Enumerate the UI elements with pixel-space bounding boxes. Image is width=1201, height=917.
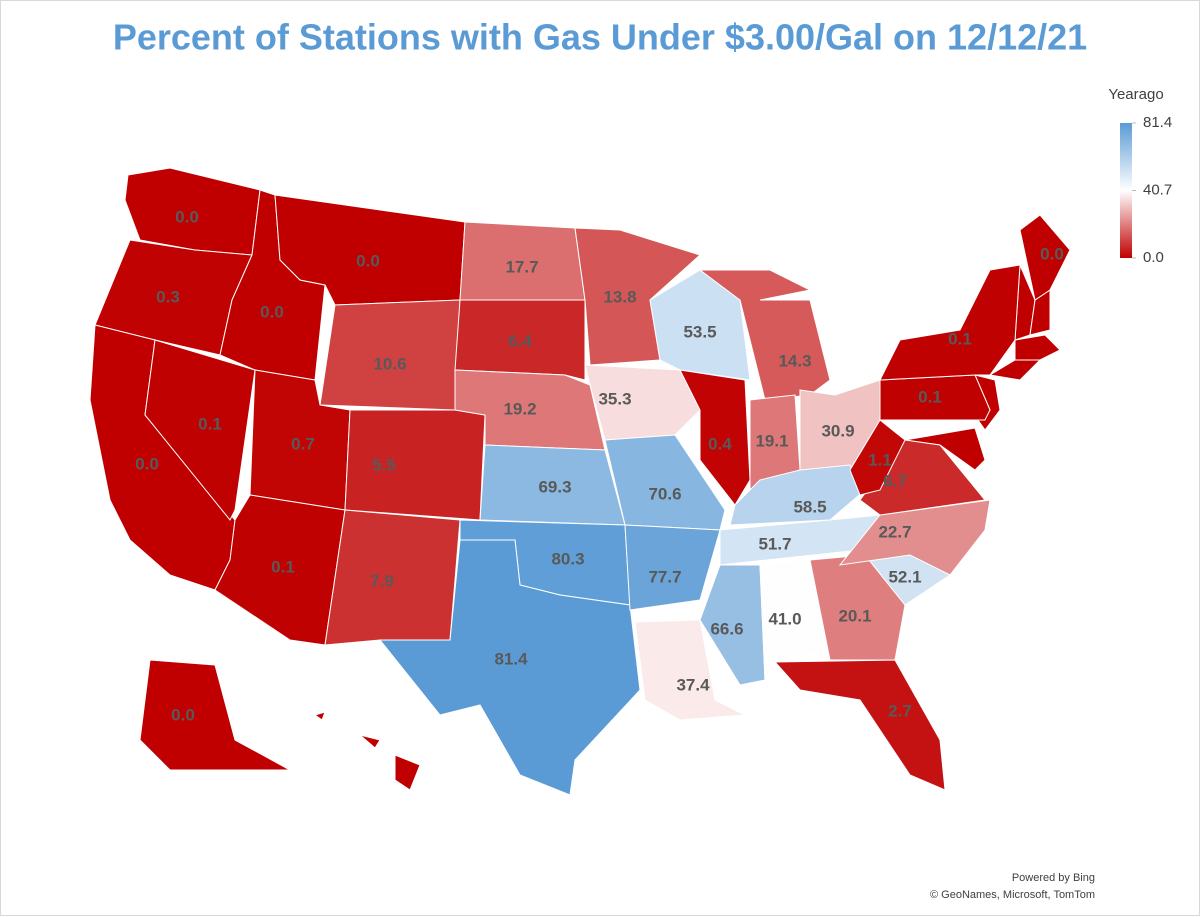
data-label: 52.1: [888, 567, 921, 586]
legend-ticks: 81.4 40.7 0.0: [1132, 114, 1172, 266]
data-label: 0.1: [918, 387, 942, 406]
region: [313, 711, 326, 721]
region: [454, 299, 586, 381]
data-label: 51.7: [758, 534, 791, 553]
data-label: 77.7: [648, 567, 681, 586]
region: [988, 359, 1042, 381]
chart-title: Percent of Stations with Gas Under $3.00…: [113, 17, 1087, 58]
data-label: 7.9: [370, 571, 394, 590]
data-label: 0.0: [260, 302, 284, 321]
region: [344, 409, 486, 521]
attribution: Powered by Bing: [1012, 872, 1095, 884]
region: [759, 559, 831, 682]
data-label: 69.3: [538, 477, 571, 496]
data-label: 19.1: [755, 431, 788, 450]
data-label: 0.4: [708, 434, 732, 453]
data-label: 58.5: [793, 497, 826, 516]
data-label: 1.1: [868, 450, 892, 469]
legend-colorbar: [1120, 123, 1132, 258]
data-label: 0.1: [271, 557, 295, 576]
region: [378, 539, 641, 796]
data-label: 0.7: [291, 434, 315, 453]
region: [698, 269, 831, 401]
region: [1019, 214, 1071, 301]
data-label: 53.5: [683, 322, 716, 341]
region: [699, 564, 766, 686]
data-label: 22.7: [878, 522, 911, 541]
data-label: 6.7: [883, 471, 907, 490]
data-label: 37.4: [676, 675, 710, 694]
legend-tick-label: 40.7: [1143, 181, 1172, 198]
regions: [89, 167, 1071, 796]
data-label: 0.0: [171, 705, 195, 724]
data-label: 2.7: [888, 701, 912, 720]
attribution: © GeoNames, Microsoft, TomTom: [930, 889, 1095, 901]
legend-tick-label: 0.0: [1143, 249, 1164, 266]
region: [394, 754, 421, 791]
data-label: 6.4: [508, 331, 532, 350]
region: [144, 339, 256, 521]
data-label: 30.9: [821, 421, 854, 440]
region: [624, 524, 721, 611]
data-label: 13.8: [603, 287, 636, 306]
data-label: 20.1: [838, 606, 871, 625]
data-label: 70.6: [648, 484, 681, 503]
data-label: 66.6: [710, 619, 743, 638]
legend-title: Yearago: [1108, 86, 1163, 103]
value-labels: 0.0 0.3 0.0 0.0 0.1 0.0 10.6 0.7 0.1 5.5 7.9 17.7 6.…: [135, 207, 1064, 724]
unlabeled-regions: [313, 264, 1061, 791]
data-label: 0.1: [198, 414, 222, 433]
data-label: 0.0: [175, 207, 199, 226]
data-label: 19.2: [503, 399, 536, 418]
data-label: 80.3: [551, 549, 584, 568]
data-label: 0.0: [135, 454, 159, 473]
data-label: 0.3: [156, 287, 180, 306]
data-label: 14.3: [778, 351, 811, 370]
data-label: 41.0: [768, 609, 801, 628]
region: [359, 734, 381, 749]
region: [773, 659, 946, 791]
data-label: 17.7: [505, 257, 538, 276]
region: [139, 659, 291, 771]
region: [1014, 334, 1061, 361]
data-label: 35.3: [598, 389, 631, 408]
region: [879, 264, 1021, 381]
region: [838, 499, 991, 576]
data-label: 81.4: [494, 649, 528, 668]
data-label: 5.5: [372, 455, 396, 474]
data-label: 10.6: [373, 354, 406, 373]
legend-tick-label: 81.4: [1143, 114, 1172, 131]
region: [604, 434, 726, 531]
data-label: 0.0: [1040, 244, 1064, 263]
data-label: 0.1: [948, 329, 972, 348]
region: [849, 419, 906, 496]
data-label: 0.0: [356, 251, 380, 270]
